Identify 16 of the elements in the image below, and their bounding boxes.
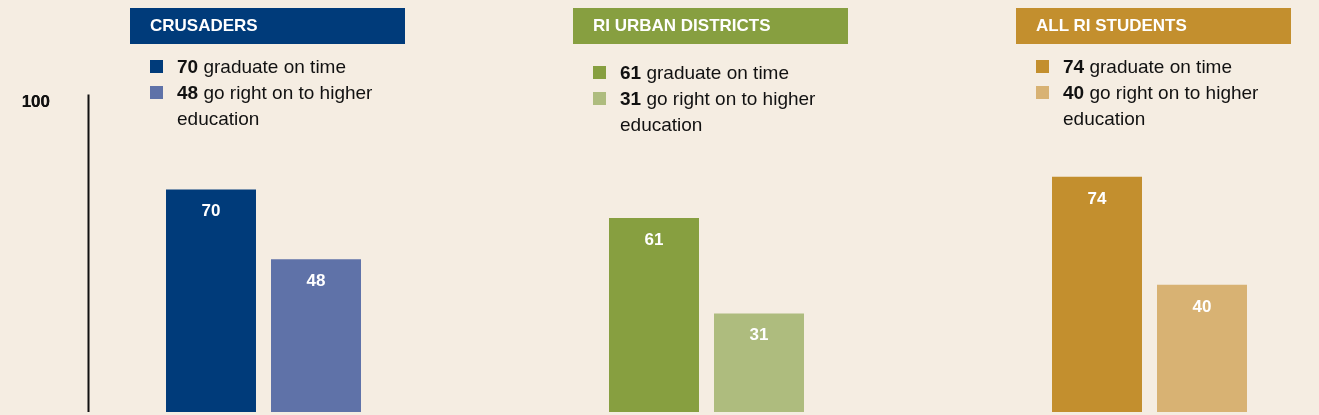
legend-label: 40 go right on to higher education: [1063, 82, 1259, 129]
data-label: 61: [644, 230, 664, 250]
data-label: 31: [749, 325, 769, 345]
legend-label: 48 go right on to higher education: [177, 82, 373, 129]
legend-label: 74 graduate on time: [1063, 56, 1233, 77]
legend-label: 70 graduate on time: [177, 56, 347, 77]
data-label: 74: [1087, 188, 1107, 208]
legend-label: 61 graduate on time: [620, 62, 790, 83]
chart-title: ALL RI STUDENTS: [1016, 8, 1291, 44]
legend-label: 31 go right on to higher education: [620, 88, 816, 135]
data-label: 70: [201, 201, 221, 221]
data-label: 40: [1192, 296, 1212, 316]
chart-title: RI URBAN DISTRICTS: [573, 8, 848, 44]
data-label: 48: [306, 271, 326, 291]
chart-title: CRUSADERS: [130, 8, 405, 44]
annotation: 100: [21, 92, 50, 111]
